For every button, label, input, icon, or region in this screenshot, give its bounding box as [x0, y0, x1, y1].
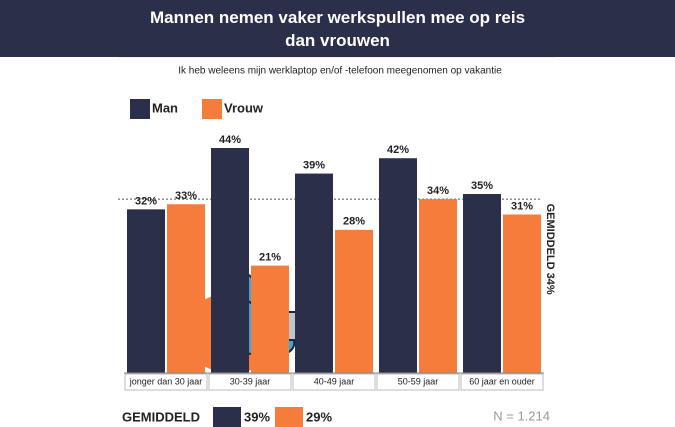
bar — [463, 194, 501, 373]
bar — [335, 229, 373, 373]
legend-swatch — [202, 99, 222, 119]
bar — [295, 173, 333, 373]
bar — [211, 148, 249, 373]
legend-label: Man — [152, 100, 178, 115]
bar — [379, 158, 417, 373]
totals-value: 29% — [306, 409, 332, 424]
data-label: 34% — [427, 185, 449, 197]
data-label: 44% — [219, 134, 241, 146]
category-box — [292, 373, 376, 391]
totals-value: 39% — [244, 409, 270, 424]
bar — [251, 265, 289, 373]
data-label: 28% — [343, 216, 365, 228]
totals-label: GEMIDDELD — [122, 409, 200, 424]
data-label: 32% — [135, 195, 157, 207]
category-box — [376, 373, 460, 391]
bar — [419, 199, 457, 373]
data-label: 42% — [387, 144, 409, 156]
data-label: 33% — [175, 190, 197, 202]
data-label: 39% — [303, 159, 325, 171]
totals-swatch — [213, 407, 241, 427]
category-box — [460, 373, 544, 391]
x-tick-label: 60 jaar en ouder — [469, 376, 535, 386]
chart-title: Mannen nemen vaker werkspullen mee op re… — [149, 7, 526, 50]
totals-swatch — [275, 407, 303, 427]
data-label: 31% — [511, 200, 533, 212]
data-label: 21% — [259, 252, 281, 264]
legend-swatch — [130, 99, 150, 119]
average-label: GEMIDDELD 34% — [544, 204, 556, 295]
x-tick-label: 40-49 jaar — [314, 376, 355, 386]
category-box — [124, 373, 208, 391]
note: N = 1.214 — [493, 408, 550, 423]
chart-subtitle: Ik heb weleens mijn werklaptop en/of -te… — [178, 66, 502, 77]
bar — [167, 204, 205, 373]
header: Mannen nemen vaker werkspullen mee op re… — [0, 0, 675, 57]
data-label: 35% — [471, 180, 493, 192]
bar — [127, 209, 165, 373]
x-tick-label: jonger dan 30 jaar — [129, 376, 203, 386]
x-tick-label: 50-59 jaar — [398, 376, 439, 386]
x-tick-label: 30-39 jaar — [230, 376, 271, 386]
bar — [503, 214, 541, 373]
category-box — [208, 373, 292, 391]
legend-label: Vrouw — [224, 100, 264, 115]
